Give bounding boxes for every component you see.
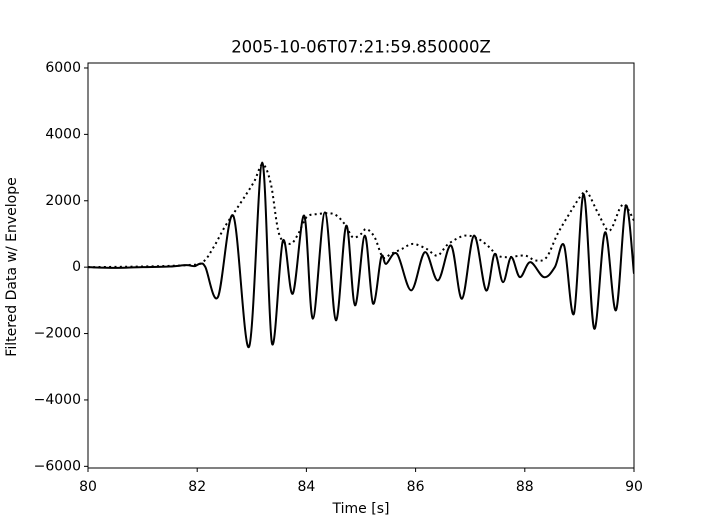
y-tick-label: −6000 bbox=[34, 458, 81, 474]
x-tick-label: 80 bbox=[79, 479, 97, 495]
y-axis-label: Filtered Data w/ Envelope bbox=[4, 177, 20, 356]
x-tick-label: 82 bbox=[188, 479, 206, 495]
y-tick-label: 4000 bbox=[45, 126, 81, 142]
y-tick-label: 0 bbox=[72, 259, 81, 275]
x-tick-label: 84 bbox=[297, 479, 315, 495]
chart-title: 2005-10-06T07:21:59.850000Z bbox=[231, 38, 491, 57]
y-tick-label: −4000 bbox=[34, 392, 81, 408]
y-tick-label: 2000 bbox=[45, 193, 81, 209]
x-axis-label: Time [s] bbox=[332, 501, 390, 517]
x-tick-label: 90 bbox=[625, 479, 643, 495]
y-tick-label: 6000 bbox=[45, 60, 81, 76]
x-tick-label: 88 bbox=[516, 479, 534, 495]
plot-frame bbox=[87, 62, 635, 469]
y-tick-label: −2000 bbox=[34, 326, 81, 342]
x-tick-label: 86 bbox=[407, 479, 425, 495]
series-line bbox=[88, 161, 634, 348]
